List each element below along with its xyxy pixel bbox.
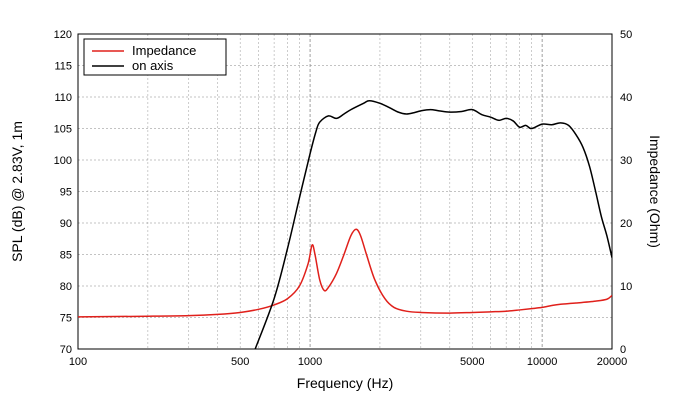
x-tick-label: 5000 — [460, 356, 484, 368]
y-left-tick-label: 120 — [54, 29, 72, 41]
major-grid — [78, 34, 612, 349]
y-left-axis-title: SPL (dB) @ 2.83V, 1m — [9, 121, 25, 262]
y-left-tick-label: 75 — [60, 313, 72, 325]
y-right-axis-title: Impedance (Ohm) — [647, 135, 663, 248]
y-right-tick-labels: 0 10 20 30 40 50 — [620, 29, 632, 356]
y-right-tick-label: 50 — [620, 29, 632, 41]
y-left-tick-label: 90 — [60, 218, 72, 230]
x-axis-title: Frequency (Hz) — [297, 375, 393, 391]
y-left-tick-label: 95 — [60, 187, 72, 199]
y-left-tick-labels: 70 75 80 85 90 95 100 105 110 115 120 — [54, 29, 72, 356]
x-tick-labels: 100 500 1000 5000 10000 20000 — [69, 356, 627, 368]
legend-label-on-axis: on axis — [132, 58, 174, 73]
x-tick-label: 100 — [69, 356, 87, 368]
x-tick-label: 500 — [231, 356, 249, 368]
y-right-tick-label: 40 — [620, 92, 632, 104]
series-layer — [78, 100, 612, 349]
y-left-tick-label: 100 — [54, 155, 72, 167]
y-left-tick-label: 110 — [54, 92, 72, 104]
legend-label-impedance: Impedance — [132, 43, 196, 58]
y-left-tick-label: 115 — [54, 61, 72, 73]
series-line-impedance — [78, 228, 612, 318]
y-left-tick-label: 80 — [60, 281, 72, 293]
y-right-tick-label: 20 — [620, 218, 632, 230]
legend-box — [83, 38, 227, 76]
x-tick-label: 20000 — [597, 356, 628, 368]
plot-frame — [77, 33, 613, 350]
series-line-on-axis — [254, 100, 612, 349]
legend: Impedance on axis — [83, 38, 227, 76]
y-left-tick-label: 105 — [54, 124, 72, 136]
x-tick-label: 10000 — [527, 356, 558, 368]
y-right-tick-label: 30 — [620, 155, 632, 167]
y-left-tick-label: 85 — [60, 250, 72, 262]
y-right-tick-label: 0 — [620, 344, 626, 356]
y-left-tick-label: 70 — [60, 344, 72, 356]
y-right-tick-label: 10 — [620, 281, 632, 293]
x-tick-label: 1000 — [298, 356, 322, 368]
